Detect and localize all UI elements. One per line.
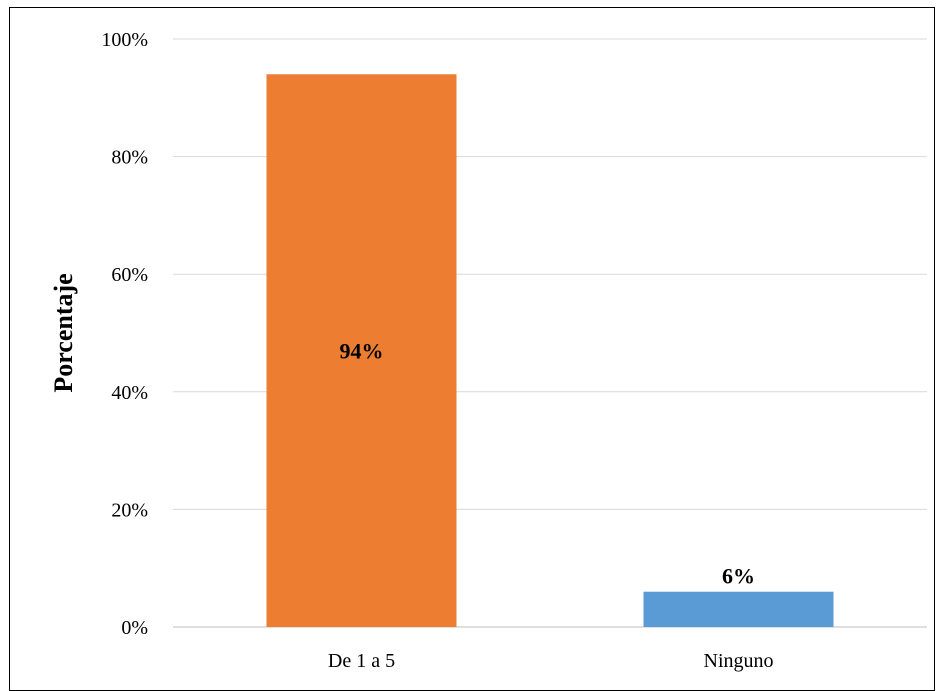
- bars: [266, 74, 834, 627]
- bar-2: [643, 591, 834, 627]
- data-label-2: 6%: [722, 564, 755, 589]
- x-axis-category-labels: De 1 a 5 Ninguno: [328, 650, 774, 672]
- data-labels: 94% 6%: [340, 339, 756, 589]
- chart-frame: [9, 7, 935, 691]
- y-tick-label: 0%: [121, 617, 148, 639]
- y-axis-title: Porcentaje: [49, 273, 78, 392]
- y-tick-label: 40%: [111, 382, 148, 404]
- y-tick-label: 60%: [111, 264, 148, 286]
- data-label-1: 94%: [340, 339, 384, 364]
- category-label-1: De 1 a 5: [328, 650, 395, 672]
- y-axis-tick-labels: 0% 20% 40% 60% 80% 100%: [101, 29, 148, 639]
- category-label-2: Ninguno: [704, 650, 774, 672]
- y-tick-label: 80%: [111, 147, 148, 169]
- y-tick-label: 20%: [111, 499, 148, 521]
- y-tick-label: 100%: [101, 29, 148, 51]
- bar-1: [266, 74, 457, 627]
